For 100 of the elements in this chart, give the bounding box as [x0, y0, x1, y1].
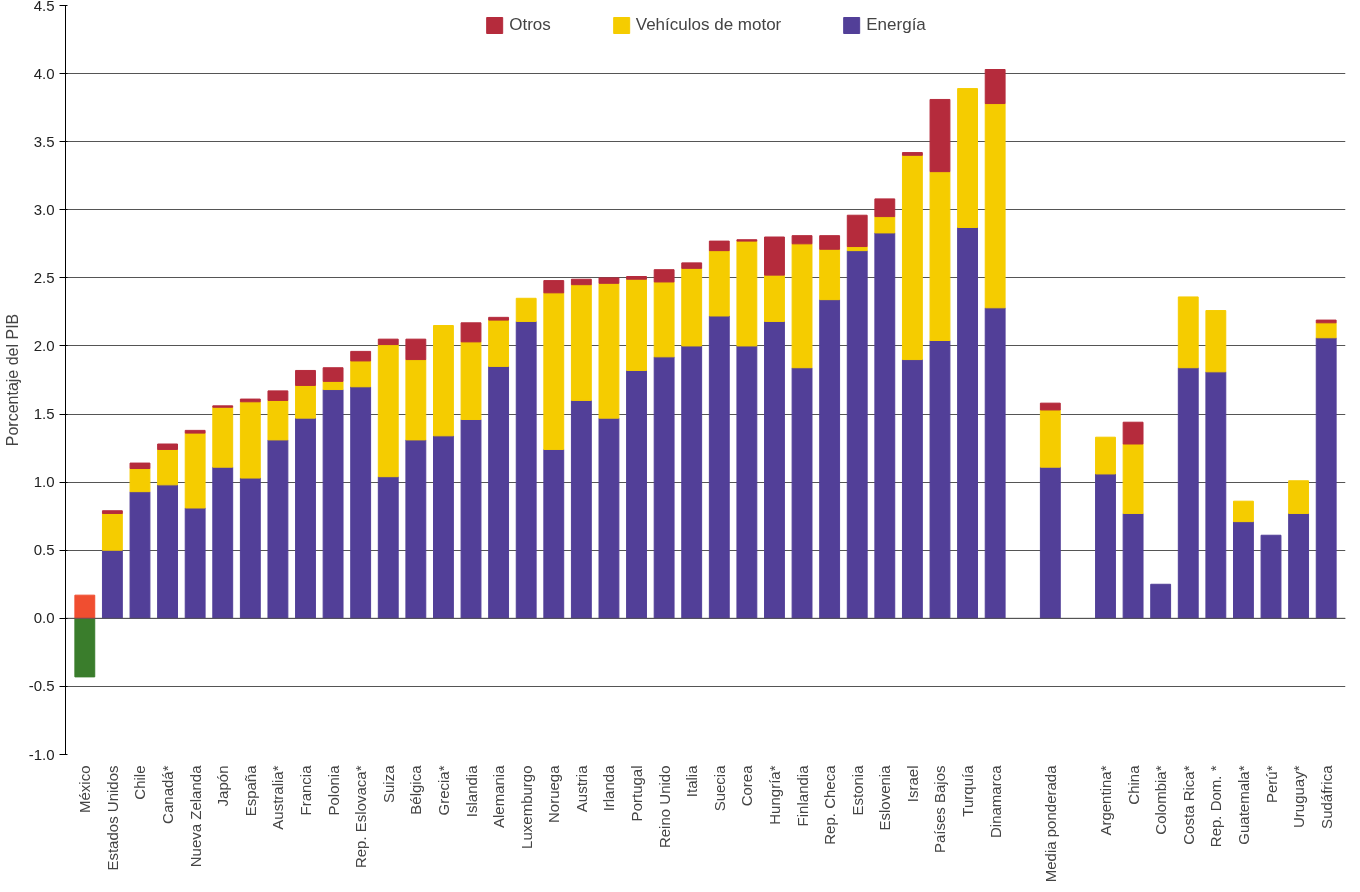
x-tick-label: Sudáfrica	[1317, 764, 1335, 829]
bar	[184, 507, 206, 619]
bar	[957, 88, 978, 228]
x-tick-label: México	[76, 765, 94, 814]
bar	[101, 512, 123, 551]
y-tick-label: 2.0	[33, 336, 55, 354]
bar	[488, 319, 510, 367]
x-tick-label: Chile	[131, 765, 149, 800]
bar	[1039, 466, 1061, 619]
bar	[295, 417, 316, 619]
bar	[129, 462, 151, 470]
bar	[929, 171, 951, 342]
bar	[681, 345, 703, 619]
y-tick-label: 1.0	[33, 473, 55, 491]
x-tick-label: Media ponderada	[1041, 764, 1059, 883]
x-tick-label: Bélgica	[407, 764, 425, 815]
bar	[1315, 322, 1337, 339]
x-tick-label: Eslovenia	[876, 764, 894, 831]
x-tick-label: Rep. Checa	[821, 764, 839, 845]
bar	[212, 466, 234, 619]
bar	[570, 284, 592, 401]
x-tick-label: China	[1124, 764, 1142, 805]
bar	[929, 340, 951, 619]
bar	[1122, 443, 1144, 514]
bar	[101, 549, 123, 619]
bar	[846, 250, 868, 619]
bar	[460, 322, 482, 343]
x-tick-label: Perú*	[1262, 765, 1280, 804]
bar	[1233, 500, 1254, 523]
bar	[157, 443, 178, 450]
bar	[101, 510, 123, 514]
bar	[157, 448, 178, 486]
bar	[819, 248, 841, 301]
bar	[626, 278, 647, 371]
bar	[819, 235, 841, 250]
bar	[708, 240, 730, 252]
bar	[598, 277, 620, 284]
x-tick-label: Nueva Zelanda	[186, 764, 204, 868]
bar	[708, 250, 730, 317]
x-tick-label: Grecia*	[434, 765, 452, 816]
bar	[157, 484, 178, 619]
y-tick-label: 2.5	[33, 268, 55, 286]
y-tick-label: 4.0	[33, 64, 55, 82]
bar	[1205, 310, 1227, 373]
y-tick-label: 1.5	[33, 405, 55, 423]
x-tick-label: Islandia	[462, 764, 480, 818]
bar	[901, 154, 923, 361]
bar	[350, 350, 372, 362]
bar	[598, 282, 620, 419]
bar	[901, 152, 923, 156]
bar	[1233, 521, 1254, 619]
bar	[405, 439, 427, 619]
bar	[350, 360, 372, 388]
bar	[543, 448, 565, 619]
bar	[653, 281, 675, 358]
bar	[1205, 371, 1227, 619]
bar	[1122, 421, 1144, 445]
bar	[239, 398, 261, 403]
x-tick-label: Japón	[214, 765, 232, 807]
bar	[929, 98, 951, 173]
bar	[377, 344, 399, 478]
bar	[1122, 512, 1144, 619]
y-axis-title: Porcentaje del PIB	[3, 313, 21, 447]
x-tick-label: Rep. Eslovaca*	[352, 765, 370, 869]
x-tick-label: Canadá*	[159, 765, 177, 824]
bar	[1095, 473, 1116, 619]
bar	[267, 390, 289, 401]
x-tick-label: Estados Unidos	[103, 765, 121, 871]
bar	[984, 103, 1006, 309]
bar	[433, 435, 454, 619]
bar	[1288, 512, 1310, 619]
bar	[267, 399, 289, 441]
x-tick-label: Noruega	[545, 764, 563, 824]
bar	[570, 399, 592, 619]
bar	[681, 267, 703, 347]
x-tick-label: Costa Rica*	[1179, 765, 1197, 845]
bar	[322, 389, 344, 619]
x-tick-label: Argentina*	[1097, 765, 1114, 836]
x-tick-label: Italia	[683, 764, 701, 798]
y-tick-label: -1.0	[28, 745, 55, 763]
bar	[681, 262, 703, 269]
bar	[1315, 319, 1337, 324]
bar	[350, 386, 372, 619]
bar	[901, 359, 923, 619]
x-tick-label: Australia*	[269, 765, 287, 830]
bar	[791, 367, 813, 619]
bar	[626, 276, 647, 280]
bar	[460, 341, 482, 420]
bar	[874, 232, 896, 619]
bar	[405, 338, 427, 361]
bar	[570, 278, 592, 286]
x-tick-label: Irlanda	[600, 764, 618, 812]
bar	[377, 476, 399, 619]
x-tick-label: Hungría*	[765, 765, 783, 825]
bar	[184, 432, 206, 509]
bar	[433, 325, 454, 437]
x-tick-label: Austria	[572, 764, 590, 813]
bar	[74, 594, 96, 619]
bar	[377, 338, 399, 346]
bar	[74, 617, 96, 678]
